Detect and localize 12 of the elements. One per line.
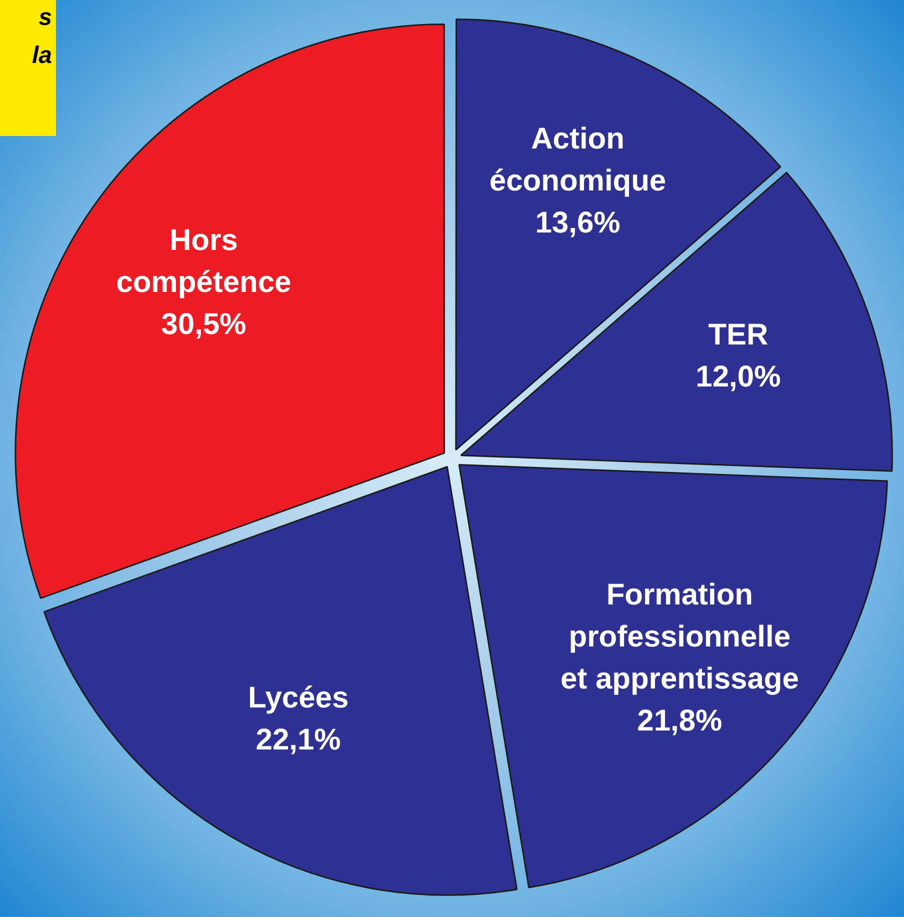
slice-label: Lycées (248, 682, 349, 714)
data-label: 30,5% (161, 308, 246, 342)
slice-label: Action économique (489, 122, 666, 198)
data-label: 12,0% (696, 360, 781, 394)
text: s (38, 4, 52, 32)
slice-label: TER (708, 318, 769, 352)
slice-label: Formation professionnelle et apprentissage (560, 578, 799, 696)
data-label: 22,1% (256, 724, 341, 756)
text: la (32, 42, 52, 70)
slice-label: Hors compétence (116, 224, 292, 300)
data-label: 21,8% (637, 704, 722, 738)
data-label: 13,6% (535, 206, 620, 240)
